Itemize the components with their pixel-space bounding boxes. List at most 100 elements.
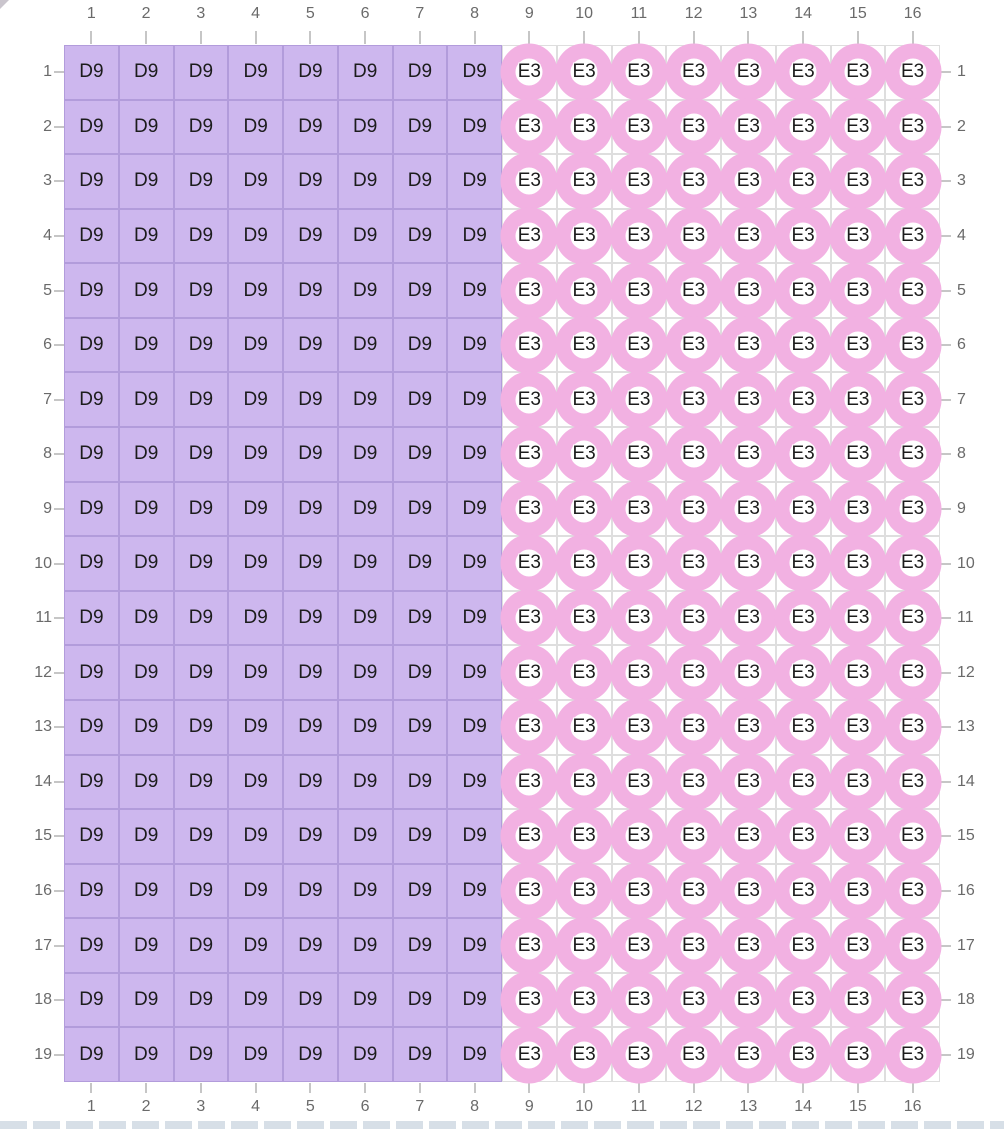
bead-cell-round[interactable]: E3 <box>829 753 887 811</box>
bead-cell-square[interactable]: D9 <box>64 154 119 209</box>
bead-cell-square[interactable]: D9 <box>392 645 448 700</box>
bead-cell-square[interactable]: D9 <box>64 972 119 1028</box>
bead-cell-square[interactable]: D9 <box>64 45 119 100</box>
bead-cell-round[interactable]: E3 <box>774 152 832 210</box>
bead-cell-square[interactable]: D9 <box>173 1027 229 1082</box>
bead-cell-square[interactable]: D9 <box>64 918 119 973</box>
bead-cell-square[interactable]: D9 <box>337 99 393 155</box>
bead-cell-round[interactable]: E3 <box>500 152 558 210</box>
bead-cell-square[interactable]: D9 <box>64 645 119 700</box>
bead-cell-round[interactable]: E3 <box>665 43 723 101</box>
bead-cell-round[interactable]: E3 <box>774 698 832 756</box>
bead-cell-round[interactable]: E3 <box>665 152 723 210</box>
bead-cell-round[interactable]: E3 <box>719 917 777 975</box>
bead-cell-square[interactable]: D9 <box>118 536 174 591</box>
bead-cell-square[interactable]: D9 <box>64 809 119 864</box>
bead-cell-round[interactable]: E3 <box>500 1026 558 1084</box>
bead-cell-round[interactable]: E3 <box>665 807 723 865</box>
bead-cell-square[interactable]: D9 <box>337 645 393 700</box>
bead-cell-square[interactable]: D9 <box>173 481 229 537</box>
bead-cell-round[interactable]: E3 <box>555 480 613 538</box>
bead-cell-square[interactable]: D9 <box>283 372 338 428</box>
bead-cell-square[interactable]: D9 <box>118 918 174 973</box>
bead-cell-round[interactable]: E3 <box>829 480 887 538</box>
bead-cell-round[interactable]: E3 <box>500 98 558 156</box>
bead-cell-square[interactable]: D9 <box>283 809 338 864</box>
bead-cell-round[interactable]: E3 <box>774 589 832 647</box>
bead-cell-square[interactable]: D9 <box>283 208 338 264</box>
bead-cell-round[interactable]: E3 <box>774 807 832 865</box>
bead-cell-round[interactable]: E3 <box>884 862 942 920</box>
bead-cell-square[interactable]: D9 <box>173 99 229 155</box>
bead-cell-square[interactable]: D9 <box>283 863 338 919</box>
bead-cell-square[interactable]: D9 <box>337 481 393 537</box>
bead-cell-round[interactable]: E3 <box>829 917 887 975</box>
bead-cell-round[interactable]: E3 <box>884 534 942 592</box>
bead-cell-square[interactable]: D9 <box>447 154 502 209</box>
bead-cell-round[interactable]: E3 <box>829 644 887 702</box>
bead-cell-square[interactable]: D9 <box>173 754 229 810</box>
bead-cell-square[interactable]: D9 <box>173 972 229 1028</box>
bead-cell-square[interactable]: D9 <box>173 372 229 428</box>
bead-cell-round[interactable]: E3 <box>500 480 558 538</box>
bead-cell-round[interactable]: E3 <box>500 807 558 865</box>
bead-cell-round[interactable]: E3 <box>665 589 723 647</box>
bead-cell-square[interactable]: D9 <box>228 536 283 591</box>
bead-cell-square[interactable]: D9 <box>228 208 283 264</box>
bead-cell-round[interactable]: E3 <box>555 807 613 865</box>
bead-cell-round[interactable]: E3 <box>774 371 832 429</box>
bead-cell-square[interactable]: D9 <box>283 1027 338 1082</box>
bead-cell-square[interactable]: D9 <box>173 536 229 591</box>
bead-cell-square[interactable]: D9 <box>173 809 229 864</box>
bead-cell-square[interactable]: D9 <box>283 536 338 591</box>
bead-cell-round[interactable]: E3 <box>665 1026 723 1084</box>
bead-cell-round[interactable]: E3 <box>719 1026 777 1084</box>
bead-cell-square[interactable]: D9 <box>447 317 502 373</box>
bead-cell-square[interactable]: D9 <box>447 45 502 100</box>
bead-cell-round[interactable]: E3 <box>500 644 558 702</box>
bead-cell-square[interactable]: D9 <box>228 972 283 1028</box>
bead-cell-square[interactable]: D9 <box>337 1027 393 1082</box>
bead-cell-square[interactable]: D9 <box>392 263 448 318</box>
bead-cell-round[interactable]: E3 <box>774 262 832 320</box>
bead-cell-round[interactable]: E3 <box>555 152 613 210</box>
bead-cell-square[interactable]: D9 <box>228 699 283 755</box>
bead-cell-round[interactable]: E3 <box>884 480 942 538</box>
bead-cell-round[interactable]: E3 <box>774 1026 832 1084</box>
bead-cell-round[interactable]: E3 <box>829 371 887 429</box>
bead-cell-round[interactable]: E3 <box>610 425 668 483</box>
bead-cell-square[interactable]: D9 <box>173 208 229 264</box>
bead-cell-square[interactable]: D9 <box>392 372 448 428</box>
bead-cell-round[interactable]: E3 <box>829 807 887 865</box>
bead-cell-round[interactable]: E3 <box>719 98 777 156</box>
bead-cell-round[interactable]: E3 <box>665 917 723 975</box>
bead-cell-square[interactable]: D9 <box>173 154 229 209</box>
bead-cell-square[interactable]: D9 <box>447 809 502 864</box>
bead-cell-square[interactable]: D9 <box>283 699 338 755</box>
bead-cell-round[interactable]: E3 <box>500 753 558 811</box>
bead-cell-square[interactable]: D9 <box>228 1027 283 1082</box>
bead-cell-round[interactable]: E3 <box>555 644 613 702</box>
bead-cell-round[interactable]: E3 <box>610 862 668 920</box>
bead-cell-round[interactable]: E3 <box>500 207 558 265</box>
bead-cell-square[interactable]: D9 <box>173 918 229 973</box>
bead-cell-square[interactable]: D9 <box>173 427 229 482</box>
bead-cell-square[interactable]: D9 <box>283 45 338 100</box>
bead-cell-square[interactable]: D9 <box>228 45 283 100</box>
bead-cell-square[interactable]: D9 <box>228 754 283 810</box>
bead-cell-round[interactable]: E3 <box>500 589 558 647</box>
bead-cell-square[interactable]: D9 <box>392 590 448 646</box>
bead-cell-square[interactable]: D9 <box>118 263 174 318</box>
bead-cell-square[interactable]: D9 <box>392 99 448 155</box>
bead-cell-round[interactable]: E3 <box>719 207 777 265</box>
bead-cell-square[interactable]: D9 <box>173 317 229 373</box>
bead-cell-square[interactable]: D9 <box>337 754 393 810</box>
bead-cell-square[interactable]: D9 <box>173 263 229 318</box>
bead-cell-square[interactable]: D9 <box>337 918 393 973</box>
bead-cell-round[interactable]: E3 <box>829 1026 887 1084</box>
bead-cell-square[interactable]: D9 <box>173 645 229 700</box>
bead-cell-square[interactable]: D9 <box>447 372 502 428</box>
bead-cell-square[interactable]: D9 <box>283 972 338 1028</box>
bead-cell-round[interactable]: E3 <box>665 262 723 320</box>
bead-cell-round[interactable]: E3 <box>500 371 558 429</box>
